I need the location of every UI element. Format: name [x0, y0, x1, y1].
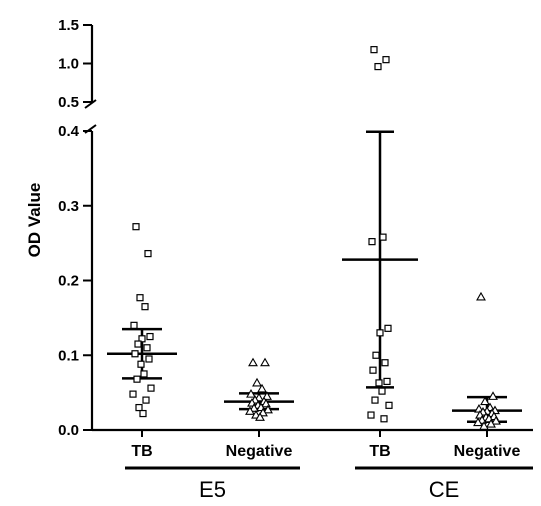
data-point-triangle: [257, 383, 267, 393]
data-point-square: [135, 403, 143, 412]
data-point-square: [367, 411, 375, 419]
data-point-triangle: [249, 403, 259, 412]
data-point-square: [368, 238, 376, 246]
data-point-square: [372, 351, 380, 359]
data-point-triangle: [479, 421, 489, 430]
data-point-square: [136, 294, 144, 302]
data-point-square: [370, 46, 378, 54]
y-tick-label: 0.2: [58, 273, 79, 290]
y-tick-label: 0.1: [58, 347, 79, 364]
data-point-square: [374, 62, 382, 71]
data-point-square: [147, 384, 155, 392]
data-point-triangle: [248, 357, 258, 367]
data-point-triangle: [480, 396, 490, 406]
data-point-square: [383, 377, 391, 386]
data-point-square: [138, 335, 146, 343]
data-point-square: [146, 332, 154, 341]
data-point-square: [379, 233, 387, 241]
data-point-triangle: [255, 412, 265, 421]
data-point-triangle: [260, 357, 270, 367]
data-point-square: [144, 249, 152, 258]
axis-labels: OD Value: [25, 183, 44, 258]
data-point-square: [130, 321, 138, 329]
data-point-triangle: [488, 391, 498, 400]
data-point-square: [139, 409, 147, 418]
group-label: E5: [199, 477, 226, 502]
data-point-triangle: [476, 291, 486, 301]
axis-break-mark-upper: [84, 99, 97, 109]
data-points: [129, 46, 501, 430]
data-point-triangle: [252, 377, 262, 387]
data-point-triangle: [245, 406, 255, 415]
y-tick-label: 0.5: [58, 94, 79, 111]
data-point-square: [376, 329, 384, 337]
data-point-square: [137, 360, 145, 368]
y-tick-label: 0.4: [58, 123, 80, 140]
y-tick-label: 1.0: [58, 56, 79, 73]
data-point-triangle: [473, 417, 483, 427]
y-axis-label: OD Value: [25, 183, 44, 258]
x-category-label: Negative: [454, 443, 521, 460]
data-point-square: [369, 366, 377, 374]
data-point-square: [143, 344, 151, 352]
data-point-square: [371, 396, 379, 404]
y-tick-label: 1.5: [58, 17, 79, 34]
axes: 0.0 0.1 0.2 0.3 0.4 0.5 1.0 1.5 TB Negative TB Nega…: [58, 17, 533, 502]
data-point-square: [375, 379, 383, 387]
group-label: CE: [429, 477, 460, 502]
x-category-label: TB: [369, 443, 390, 460]
data-point-square: [380, 415, 388, 423]
data-point-square: [129, 390, 137, 398]
data-point-square: [385, 401, 393, 409]
data-point-triangle: [262, 391, 272, 400]
y-tick-label: 0.3: [58, 198, 79, 215]
data-point-square: [134, 340, 142, 348]
data-point-square: [378, 387, 386, 395]
data-point-triangle: [246, 389, 256, 398]
data-point-square: [131, 350, 139, 358]
data-point-square: [140, 370, 148, 378]
data-point-square: [142, 396, 150, 404]
data-point-triangle: [263, 404, 273, 414]
data-point-square: [145, 355, 153, 363]
data-point-square: [381, 359, 389, 367]
data-point-square: [132, 223, 140, 231]
y-tick-label: 0.0: [58, 422, 79, 439]
x-category-label: TB: [131, 443, 152, 460]
data-point-triangle: [491, 415, 501, 425]
data-point-square: [382, 56, 390, 64]
data-point-square: [133, 375, 141, 383]
x-category-label: Negative: [226, 443, 293, 460]
data-point-square: [141, 303, 149, 311]
data-point-square: [384, 324, 392, 332]
data-point-triangle: [486, 418, 496, 428]
mean-error-bars: [107, 130, 522, 424]
